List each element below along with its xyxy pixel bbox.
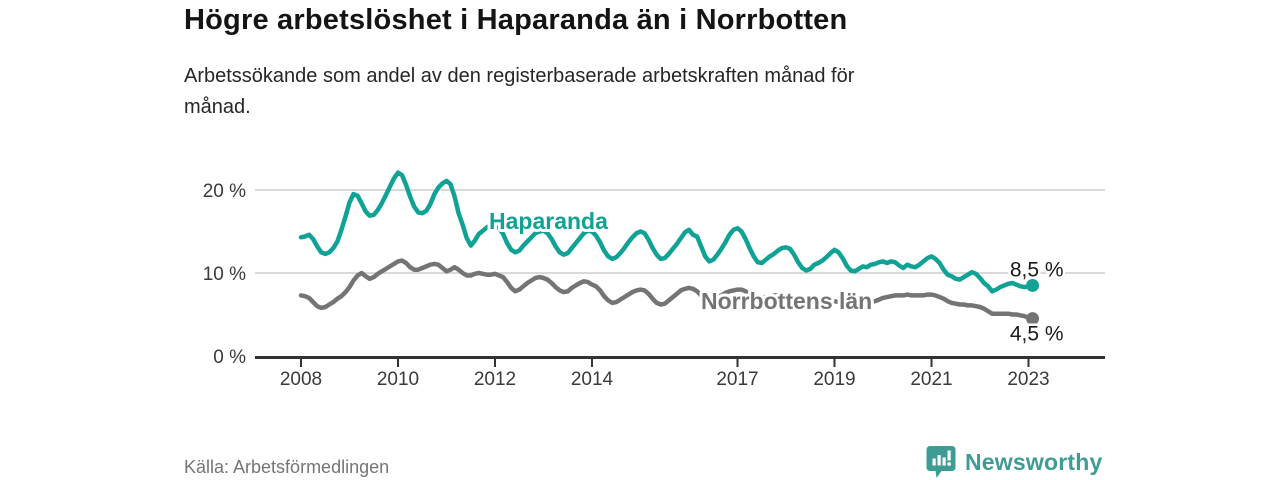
norrbotten-end-dot xyxy=(1026,312,1040,326)
x-axis-label-2017: 2017 xyxy=(716,369,758,390)
x-axis-label-2008: 2008 xyxy=(280,369,322,390)
chart-subtitle-line-1: Arbetssökande som andel av den registerb… xyxy=(184,65,855,87)
norrbotten-line xyxy=(298,258,1035,321)
norrbotten-series-label: Norrbottens län xyxy=(701,288,872,314)
haparanda-line xyxy=(298,170,1035,294)
x-axis-label-2021: 2021 xyxy=(910,369,952,390)
y-axis-label-20: 20 % xyxy=(203,181,246,202)
x-axis-label-2012: 2012 xyxy=(474,369,516,390)
x-axis-label-2014: 2014 xyxy=(571,369,614,390)
chart-subtitle: Arbetssökande som andel av den registerb… xyxy=(184,61,854,123)
chart-subtitle-line-2: månad. xyxy=(184,96,251,118)
x-axis-label-2019: 2019 xyxy=(813,369,855,390)
haparanda-end-dot xyxy=(1026,278,1040,292)
haparanda-series-label: Haparanda xyxy=(489,208,608,234)
newsworthy-logo: Newsworthy xyxy=(926,444,1106,480)
norrbotten-end-value-label: 4,5 % xyxy=(1010,323,1064,346)
haparanda-end-value-label: 8,5 % xyxy=(1010,258,1064,281)
newsworthy-bars-icon xyxy=(926,446,956,478)
x-axis-label-2023: 2023 xyxy=(1007,369,1049,390)
chart-title: Högre arbetslöshet i Haparanda än i Norr… xyxy=(184,4,848,36)
newsworthy-wordmark: Newsworthy xyxy=(965,448,1103,475)
y-axis-label-0: 0 % xyxy=(213,347,246,368)
source-note: Källa: Arbetsförmedlingen xyxy=(184,457,390,477)
y-axis-label-10: 10 % xyxy=(203,264,246,285)
x-axis-label-2010: 2010 xyxy=(377,369,419,390)
